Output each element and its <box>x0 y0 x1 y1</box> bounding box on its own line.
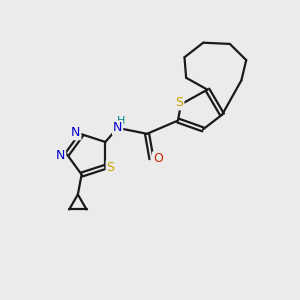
Text: N: N <box>113 122 122 134</box>
Text: O: O <box>153 152 163 165</box>
Text: H: H <box>117 116 125 126</box>
Text: N: N <box>71 126 80 139</box>
Text: S: S <box>106 161 115 174</box>
Text: N: N <box>56 149 65 162</box>
Text: S: S <box>176 96 183 110</box>
